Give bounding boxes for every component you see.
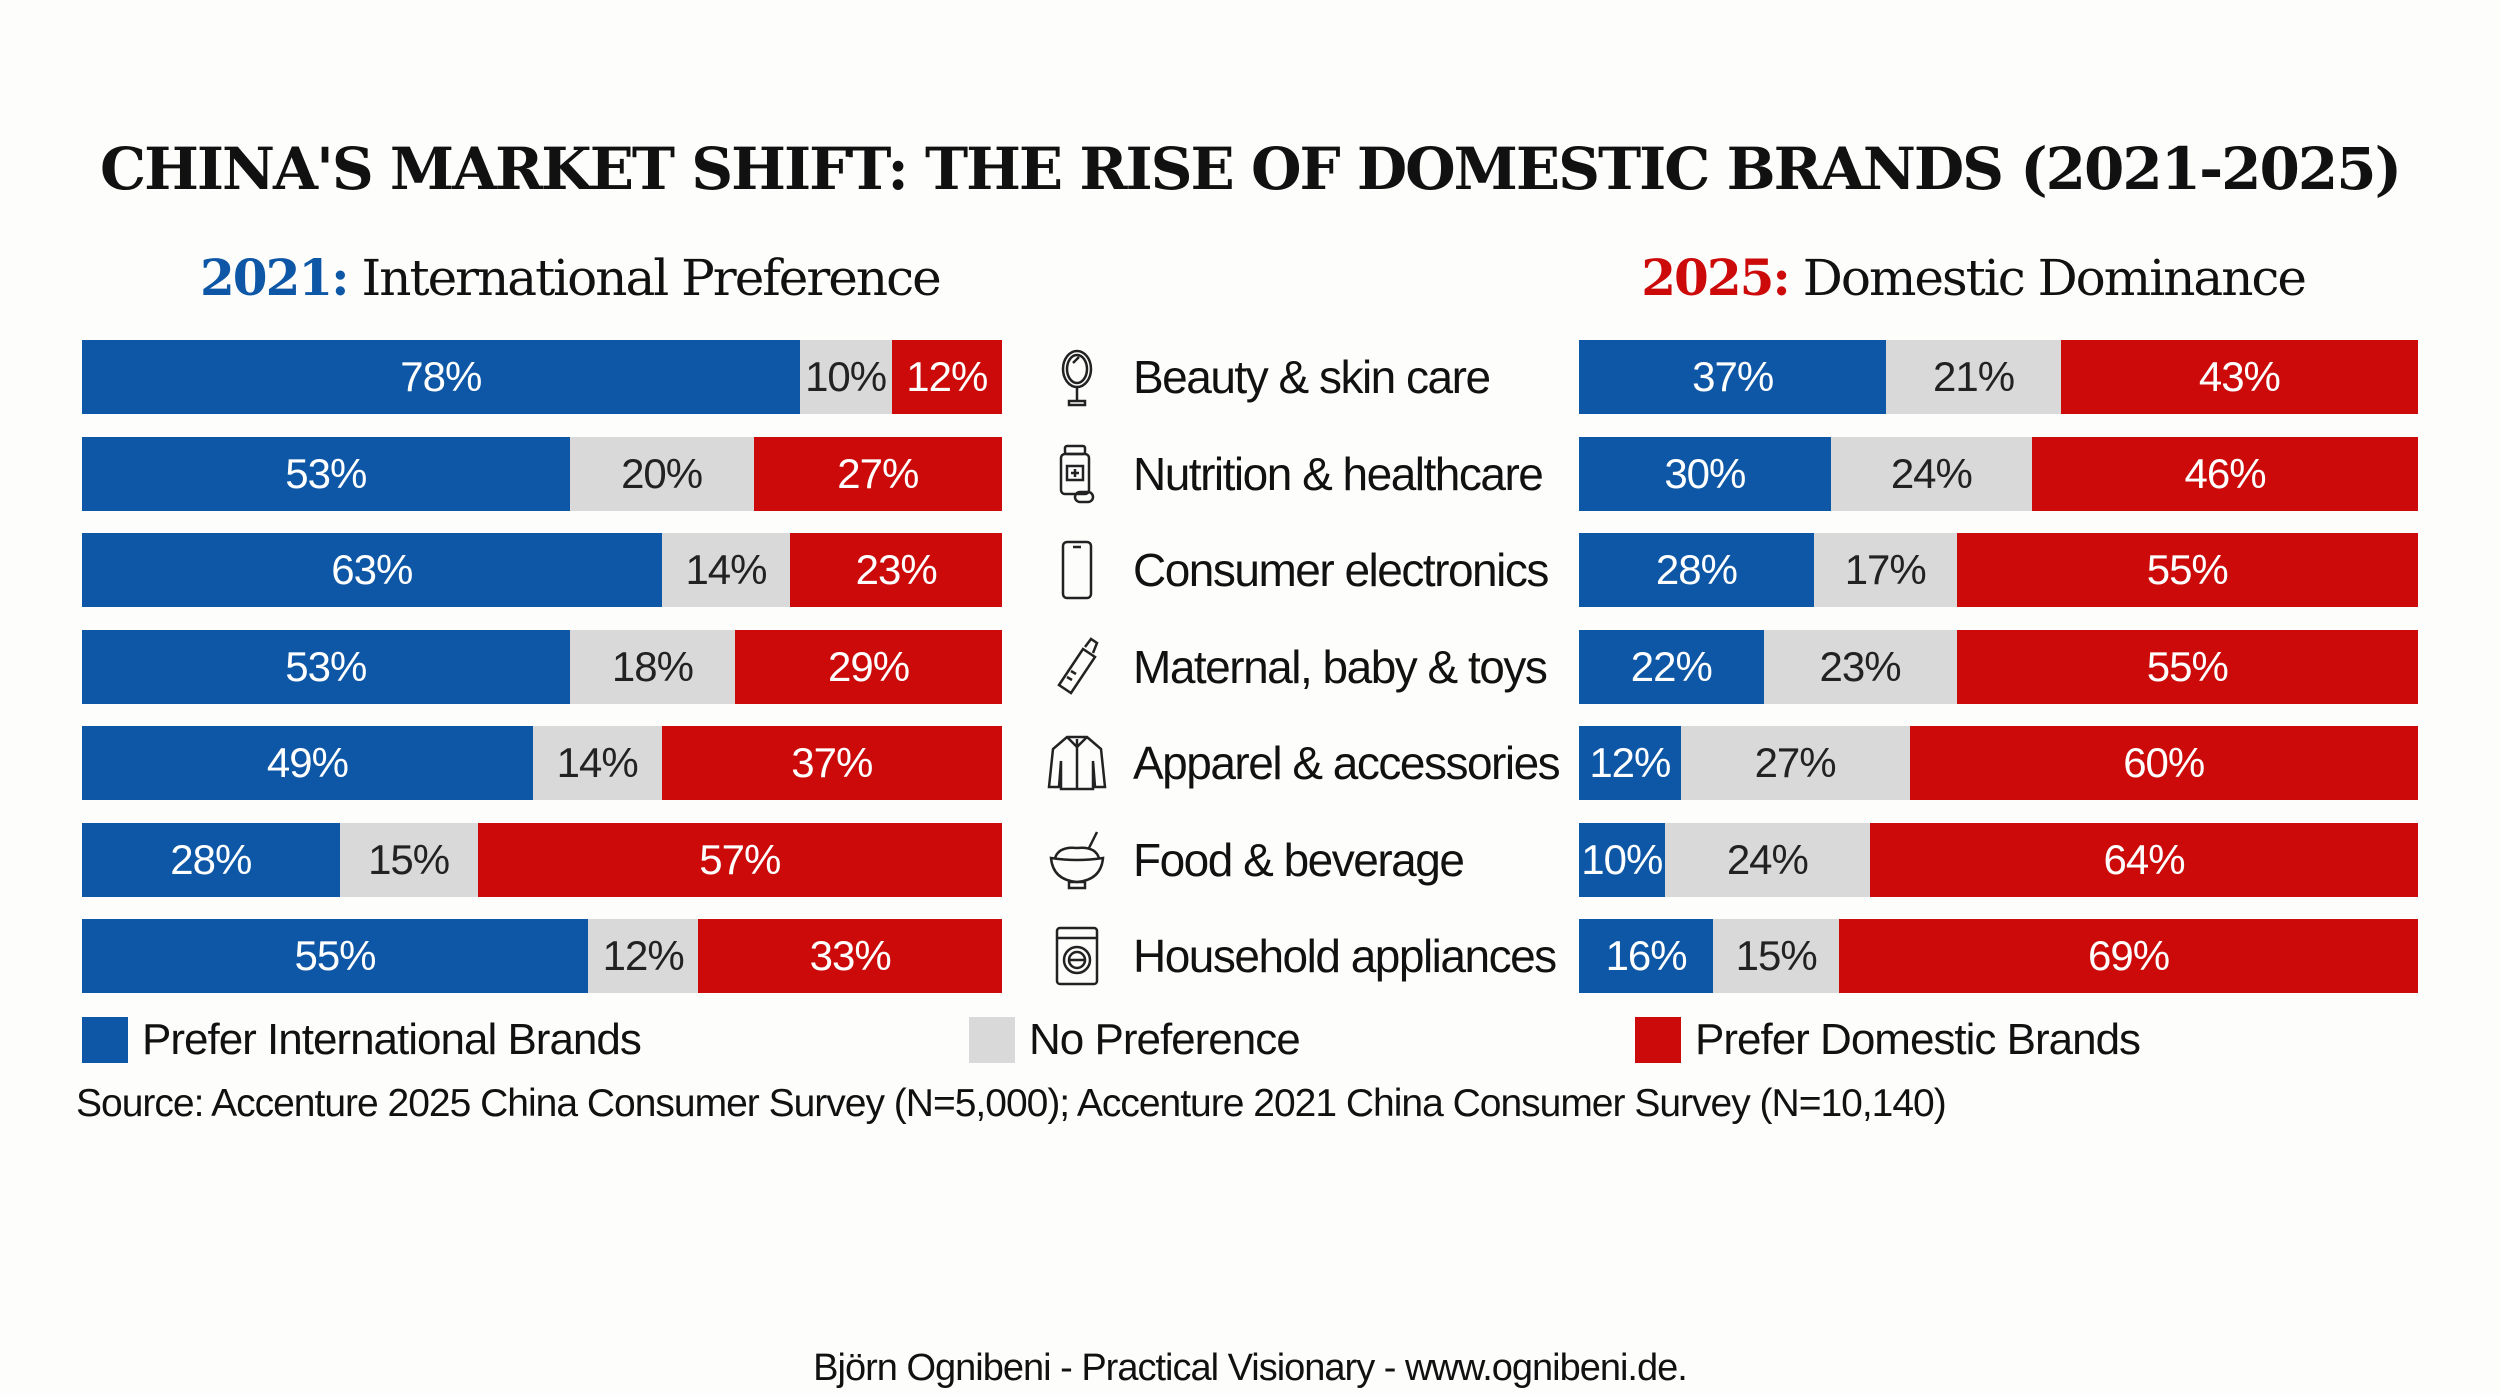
segment-no-preference: 14% xyxy=(661,533,791,607)
segment-domestic: 46% xyxy=(2032,436,2418,511)
segment-domestic: 33% xyxy=(698,919,1002,993)
chart-title: CHINA'S MARKET SHIFT: THE RISE OF DOMEST… xyxy=(99,135,2402,203)
bar-row: 10% 24% 64% xyxy=(1579,822,2418,897)
segment-international: 28% xyxy=(82,822,340,897)
panel-year: 2021: xyxy=(200,248,350,307)
panel-title-2025: 2025: Domestic Dominance xyxy=(1641,248,2307,307)
category-name: Maternal, baby & toys xyxy=(1133,640,1548,693)
bar-row: 53% 18% 29% xyxy=(82,629,1002,704)
panel-title-2021: 2021: International Preference xyxy=(200,248,942,307)
segment-no-preference: 24% xyxy=(1664,822,1871,897)
segment-international: 28% xyxy=(1579,533,1814,607)
segment-no-preference: 27% xyxy=(1680,726,1910,800)
legend-label: Prefer Domestic Brands xyxy=(1695,1015,2141,1064)
category-label: Maternal, baby & toys xyxy=(1045,630,1548,704)
segment-domestic: 37% xyxy=(661,726,1002,800)
panel-subtitle: International Preference xyxy=(361,249,942,307)
medicine-bottle-icon xyxy=(1059,444,1095,503)
legend-item-no-preference: No Preference xyxy=(969,1015,1301,1065)
category-label: Nutrition & healthcare xyxy=(1045,437,1544,511)
segment-domestic: 69% xyxy=(1839,919,2418,993)
segment-domestic: 55% xyxy=(1956,533,2418,607)
jacket-icon xyxy=(1047,735,1107,791)
bar-row: 16% 15% 69% xyxy=(1579,919,2418,993)
segment-no-preference: 15% xyxy=(1713,919,1840,993)
legend: Prefer International Brands No Preferenc… xyxy=(0,1015,2500,1065)
panel-year: 2025: xyxy=(1641,248,1791,307)
bar-row: 22% 23% 55% xyxy=(1579,629,2418,704)
food-bowl-icon xyxy=(1049,830,1105,889)
category-name: Apparel & accessories xyxy=(1133,737,1561,789)
washing-machine-icon xyxy=(1055,926,1099,986)
segment-international: 12% xyxy=(1579,726,1681,800)
legend-item-international: Prefer International Brands xyxy=(82,1015,642,1065)
panel-subtitle: Domestic Dominance xyxy=(1802,249,2307,307)
segment-no-preference: 14% xyxy=(532,726,662,800)
bar-row: 55% 12% 33% xyxy=(82,919,1002,993)
category-label: Household appliances xyxy=(1045,919,1557,993)
category-name: Food & beverage xyxy=(1133,833,1465,886)
segment-domestic: 12% xyxy=(891,340,1002,414)
segment-domestic: 23% xyxy=(790,533,1002,607)
category-name: Household appliances xyxy=(1133,930,1557,982)
segment-international: 10% xyxy=(1579,822,1665,897)
segment-domestic: 27% xyxy=(753,436,1002,511)
category-label: Apparel & accessories xyxy=(1045,726,1561,800)
segment-no-preference: 24% xyxy=(1830,436,2033,511)
legend-swatch xyxy=(969,1017,1015,1063)
segment-domestic: 57% xyxy=(477,822,1002,897)
category-label: Beauty & skin care xyxy=(1045,340,1491,414)
segment-no-preference: 15% xyxy=(339,822,478,897)
segment-no-preference: 12% xyxy=(588,919,699,993)
segment-domestic: 60% xyxy=(1909,726,2418,800)
bar-row: 78% 10% 12% xyxy=(82,340,1002,414)
segment-no-preference: 23% xyxy=(1763,629,1957,704)
segment-no-preference: 21% xyxy=(1886,340,2061,414)
segment-no-preference: 17% xyxy=(1813,533,1957,607)
bar-row: 28% 17% 55% xyxy=(1579,533,2418,607)
bar-row: 63% 14% 23% xyxy=(82,533,1002,607)
bar-row: 49% 14% 37% xyxy=(82,726,1002,800)
segment-international: 30% xyxy=(1579,436,1831,511)
segment-domestic: 64% xyxy=(1870,822,2418,897)
bar-row: 12% 27% 60% xyxy=(1579,726,2418,800)
segment-international: 53% xyxy=(82,629,570,704)
legend-label: No Preference xyxy=(1029,1015,1301,1064)
segment-international: 53% xyxy=(82,436,570,511)
segment-no-preference: 20% xyxy=(569,436,754,511)
smartphone-icon xyxy=(1061,540,1093,600)
category-label: Food & beverage xyxy=(1045,823,1465,897)
legend-swatch xyxy=(1635,1017,1681,1063)
footer-credit: Björn Ognibeni - Practical Visionary - w… xyxy=(813,1347,1688,1389)
source-note: Source: Accenture 2025 China Consumer Su… xyxy=(76,1082,1947,1125)
legend-item-domestic: Prefer Domestic Brands xyxy=(1635,1015,2141,1065)
legend-swatch xyxy=(82,1017,128,1063)
segment-no-preference: 10% xyxy=(799,340,892,414)
baby-bottle-icon xyxy=(1057,636,1099,695)
bar-row: 53% 20% 27% xyxy=(82,436,1002,511)
segment-international: 22% xyxy=(1579,629,1764,704)
category-name: Nutrition & healthcare xyxy=(1133,447,1544,500)
legend-label: Prefer International Brands xyxy=(142,1015,642,1064)
segment-international: 78% xyxy=(82,340,800,414)
bar-row: 28% 15% 57% xyxy=(82,822,1002,897)
segment-international: 16% xyxy=(1579,919,1714,993)
segment-no-preference: 18% xyxy=(569,629,736,704)
category-label: Consumer electronics xyxy=(1045,533,1549,607)
segment-domestic: 55% xyxy=(1956,629,2418,704)
segment-international: 55% xyxy=(82,919,588,993)
segment-domestic: 43% xyxy=(2060,340,2418,414)
segment-international: 63% xyxy=(82,533,662,607)
category-name: Consumer electronics xyxy=(1133,544,1549,596)
segment-domestic: 29% xyxy=(735,629,1002,704)
segment-international: 49% xyxy=(82,726,533,800)
bar-row: 30% 24% 46% xyxy=(1579,436,2418,511)
category-name: Beauty & skin care xyxy=(1133,351,1491,403)
mirror-icon xyxy=(1061,349,1093,407)
segment-international: 37% xyxy=(1579,340,1887,414)
bar-row: 37% 21% 43% xyxy=(1579,340,2418,414)
